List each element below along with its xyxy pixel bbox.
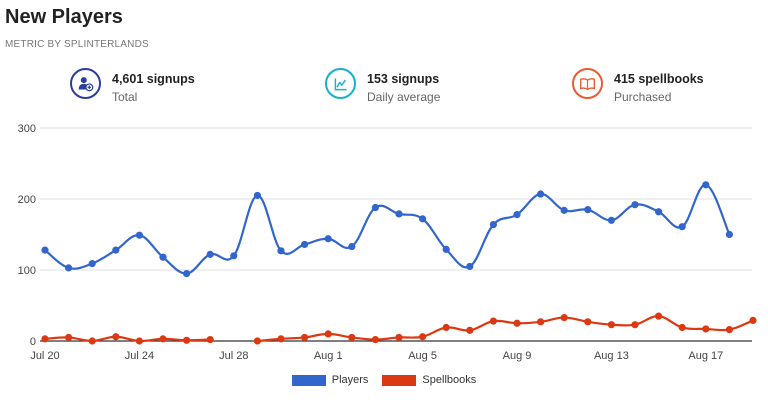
data-point-spellbooks <box>395 333 403 342</box>
legend-item-players[interactable]: Players <box>291 374 369 386</box>
data-point-players <box>277 247 285 255</box>
data-point-players <box>301 240 309 249</box>
data-point-spellbooks <box>41 335 49 343</box>
data-point-players <box>395 210 403 218</box>
stat-label: Total <box>112 90 138 104</box>
trend-chart-icon <box>325 68 356 99</box>
data-point-players <box>584 206 592 214</box>
series-line-spellbooks <box>257 315 754 343</box>
series-line-players <box>44 183 731 275</box>
data-point-spellbooks <box>324 330 332 338</box>
data-point-spellbooks <box>277 335 285 343</box>
data-point-players <box>135 231 143 239</box>
y-tick-label: 0 <box>30 336 36 348</box>
x-tick-label: Jul 28 <box>219 350 248 362</box>
data-point-players <box>348 242 356 251</box>
x-tick-label: Aug 9 <box>503 350 532 362</box>
data-point-players <box>419 215 427 223</box>
data-point-spellbooks <box>371 335 379 344</box>
y-tick-label: 100 <box>18 265 36 277</box>
data-point-players <box>41 246 49 254</box>
data-point-players <box>513 211 521 219</box>
data-point-players <box>371 203 379 212</box>
stat-label: Daily average <box>367 90 441 104</box>
data-point-players <box>560 206 568 214</box>
data-point-players <box>230 252 238 260</box>
legend-label-players: Players <box>331 374 369 386</box>
stat-value: 153 signups <box>367 72 440 86</box>
data-point-spellbooks <box>183 336 191 344</box>
data-point-players <box>159 253 167 261</box>
data-point-spellbooks <box>749 316 757 325</box>
data-point-spellbooks <box>678 323 686 332</box>
stat-value: 415 spellbooks <box>614 72 704 86</box>
data-point-spellbooks <box>253 337 261 345</box>
data-point-players <box>702 181 710 189</box>
x-tick-label: Aug 1 <box>314 350 343 362</box>
legend-swatch-players <box>291 374 326 386</box>
data-point-spellbooks <box>560 313 568 322</box>
data-point-spellbooks <box>537 318 545 326</box>
add-user-icon <box>70 68 101 99</box>
data-point-players <box>607 216 616 224</box>
data-point-spellbooks <box>702 325 710 333</box>
data-point-spellbooks <box>112 333 120 341</box>
data-point-spellbooks <box>513 319 521 327</box>
data-point-spellbooks <box>607 321 616 329</box>
data-point-players <box>206 250 214 258</box>
data-point-players <box>537 190 545 198</box>
y-tick-label: 300 <box>18 123 36 135</box>
data-point-spellbooks <box>442 323 450 332</box>
data-point-players <box>466 262 474 271</box>
data-point-players <box>725 230 734 239</box>
line-chart: 0 100 200 300 Jul 20 Jul 24 Jul 28 Aug 1 Aug 5 Au… <box>18 123 757 362</box>
stat-value: 4,601 signups <box>112 72 195 86</box>
data-point-spellbooks <box>489 317 497 325</box>
data-point-players <box>88 260 96 268</box>
page-subtitle: METRIC BY SPLINTERLANDS <box>5 39 149 50</box>
data-point-spellbooks <box>348 333 356 342</box>
data-point-spellbooks <box>466 326 474 334</box>
x-tick-label: Jul 24 <box>125 350 154 362</box>
data-point-players <box>631 201 639 209</box>
book-icon <box>572 68 603 99</box>
data-point-spellbooks <box>584 318 592 326</box>
data-point-players <box>112 246 120 254</box>
data-point-players <box>442 245 450 254</box>
x-tick-label: Aug 5 <box>408 350 437 362</box>
data-point-players <box>183 269 191 278</box>
page-title: New Players <box>5 6 123 28</box>
data-point-spellbooks <box>135 337 143 345</box>
data-point-players <box>65 264 73 272</box>
data-point-spellbooks <box>725 326 734 334</box>
x-tick-label: Aug 17 <box>688 350 723 362</box>
y-tick-label: 200 <box>18 194 36 206</box>
data-point-spellbooks <box>159 335 167 343</box>
data-point-players <box>324 235 332 243</box>
legend-item-spellbooks[interactable]: Spellbooks <box>382 374 476 386</box>
x-tick-label: Jul 20 <box>30 350 59 362</box>
chart-legend: Players Spellbooks <box>0 374 768 386</box>
legend-swatch-spellbooks <box>382 374 417 386</box>
data-point-players <box>678 223 686 231</box>
data-point-players <box>489 220 497 229</box>
data-point-spellbooks <box>419 333 427 341</box>
data-point-players <box>655 208 663 216</box>
data-point-players <box>253 191 261 200</box>
data-point-spellbooks <box>301 333 309 342</box>
data-point-spellbooks <box>631 321 639 329</box>
data-point-spellbooks <box>88 337 96 345</box>
data-point-spellbooks <box>655 312 663 320</box>
data-point-spellbooks <box>206 335 214 344</box>
stat-label: Purchased <box>614 90 672 104</box>
data-point-spellbooks <box>65 333 73 342</box>
x-tick-label: Aug 13 <box>594 350 629 362</box>
legend-label-spellbooks: Spellbooks <box>422 374 477 386</box>
